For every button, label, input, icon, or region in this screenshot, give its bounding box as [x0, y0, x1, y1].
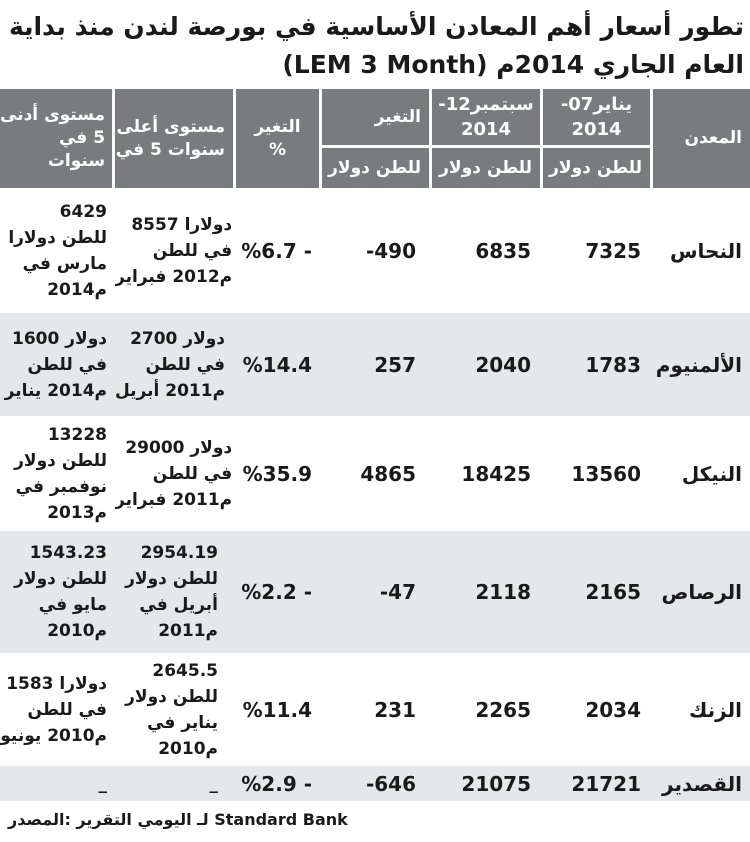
header-cell-metal: المعدن [653, 89, 750, 188]
cell-price-sep: 2040 [475, 352, 531, 377]
cell-high-5y: 2954.19 دولار‎ للطن في‎ أبريل 2011‎م [125, 543, 218, 641]
cell-price-sep: 6835 [475, 238, 531, 263]
cell-price-jan: 21721 [571, 771, 641, 796]
cell-change-usd: 257 [374, 352, 416, 377]
cell-metal-name: الألمنيوم [655, 352, 742, 377]
header-cell-change-pct: التغير % [236, 89, 322, 188]
cell-change-pct: %2.9 - [241, 771, 312, 796]
cell-change-pct: %14.4 [242, 352, 312, 377]
header-cell-high-5y: أعلى‎ مستوى في‎ 5‎ سنوات [115, 89, 236, 188]
cell-high-5y: 2700 دولار للطن‎ في أبريل‎ 2011‎م [115, 328, 226, 401]
cell-price-jan: 1783 [585, 352, 641, 377]
cell-high-5y: 2645.5 دولار‎ للطن في‎ يناير 2010‎م [125, 660, 218, 759]
cell-price-jan: 7325 [585, 238, 641, 263]
cell-price-jan: 2034 [585, 697, 641, 722]
table-header: أدنى‎ مستوى في‎ 5 سنوات أعلى‎ مستوى في‎ … [0, 89, 750, 188]
cell-high-5y: 8557 دولارا للطن‎ في فبراير‎ 2012‎م [115, 214, 233, 287]
header-cell-jan-2014: -07يناير 2014 [543, 89, 653, 145]
cell-metal-name: الزنك [689, 697, 742, 722]
cell-low-5y: 1583 دولارا للطن‎ في يونيو‎ 2010‎م [0, 673, 107, 746]
subheader-jan-unit: دولار‎ للطن [543, 148, 653, 188]
cell-change-usd: -47 [379, 580, 416, 604]
cell-metal-name: النحاس [669, 238, 742, 263]
cell-change-pct: %35.9 [242, 461, 312, 486]
table-row: 6429 دولارا‎ للطن في‎ مارس 2014‎م 8557 د… [0, 190, 750, 311]
cell-change-pct: %2.2 - [241, 580, 312, 604]
cell-change-pct: %6.7 - [241, 238, 312, 263]
cell-price-sep: 18425 [461, 461, 531, 486]
cell-high-5y: 29000 دولار للطن‎ في فبراير‎ 2011‎م [115, 437, 233, 510]
cell-price-jan: 13560 [571, 461, 641, 486]
cell-price-sep: 21075 [461, 771, 531, 796]
table-row: 1583 دولارا للطن‎ في يونيو‎ 2010‎م 2645.… [0, 655, 750, 764]
cell-change-usd: 231 [374, 697, 416, 722]
table-title: تطور أسعار أهم المعادن الأساسية في بورصة… [8, 12, 744, 79]
subheader-sep-unit: دولار‎ للطن [432, 148, 543, 188]
cell-low-5y: 13228 دولار‎ للطن في‎ نوفمبر 2013‎م [14, 424, 107, 523]
cell-change-pct: %11.4 [242, 697, 312, 722]
cell-metal-name: القصدير [662, 771, 742, 796]
cell-low-5y: 1543.23 دولار‎ للطن في‎ مايو 2010‎م [14, 543, 107, 641]
header-cell-sep-2014: -12سبتمبر 2014 [432, 89, 543, 145]
cell-metal-name: النيكل [681, 461, 742, 486]
cell-price-jan: 2165 [585, 580, 641, 604]
cell-metal-name: الرصاص [661, 580, 742, 604]
subheader-change-unit: دولار‎ للطن [322, 148, 432, 188]
cell-low-5y: 6429 دولارا‎ للطن في‎ مارس 2014‎م [8, 201, 107, 300]
table-row: 13228 دولار‎ للطن في‎ نوفمبر 2013‎م 2900… [0, 418, 750, 529]
header-cell-low-5y: أدنى‎ مستوى في‎ 5 سنوات [0, 89, 115, 188]
table-row: _ _ %2.9 - -646 21075 21721 القصدير [0, 766, 750, 801]
cell-change-usd: 4865 [360, 461, 416, 486]
header-cell-change: التغير [322, 89, 432, 145]
cell-price-sep: 2265 [475, 697, 531, 722]
cell-low-5y: _ [98, 773, 108, 794]
source-note: المصدر:‎ التقرير‎ اليومي‎ لـ‎ Standard B… [8, 810, 348, 829]
table-row: 1600 دولار للطن‎ في يناير‎ 2014‎م 2700 د… [0, 313, 750, 416]
cell-price-sep: 2118 [475, 580, 531, 604]
cell-low-5y: 1600 دولار للطن‎ في يناير‎ 2014‎م [4, 328, 107, 401]
table-row: 1543.23 دولار‎ للطن في‎ مايو 2010‎م 2954… [0, 531, 750, 653]
cell-change-usd: -490 [365, 238, 416, 263]
cell-high-5y: _ [209, 773, 219, 794]
cell-change-usd: -646 [365, 771, 416, 796]
